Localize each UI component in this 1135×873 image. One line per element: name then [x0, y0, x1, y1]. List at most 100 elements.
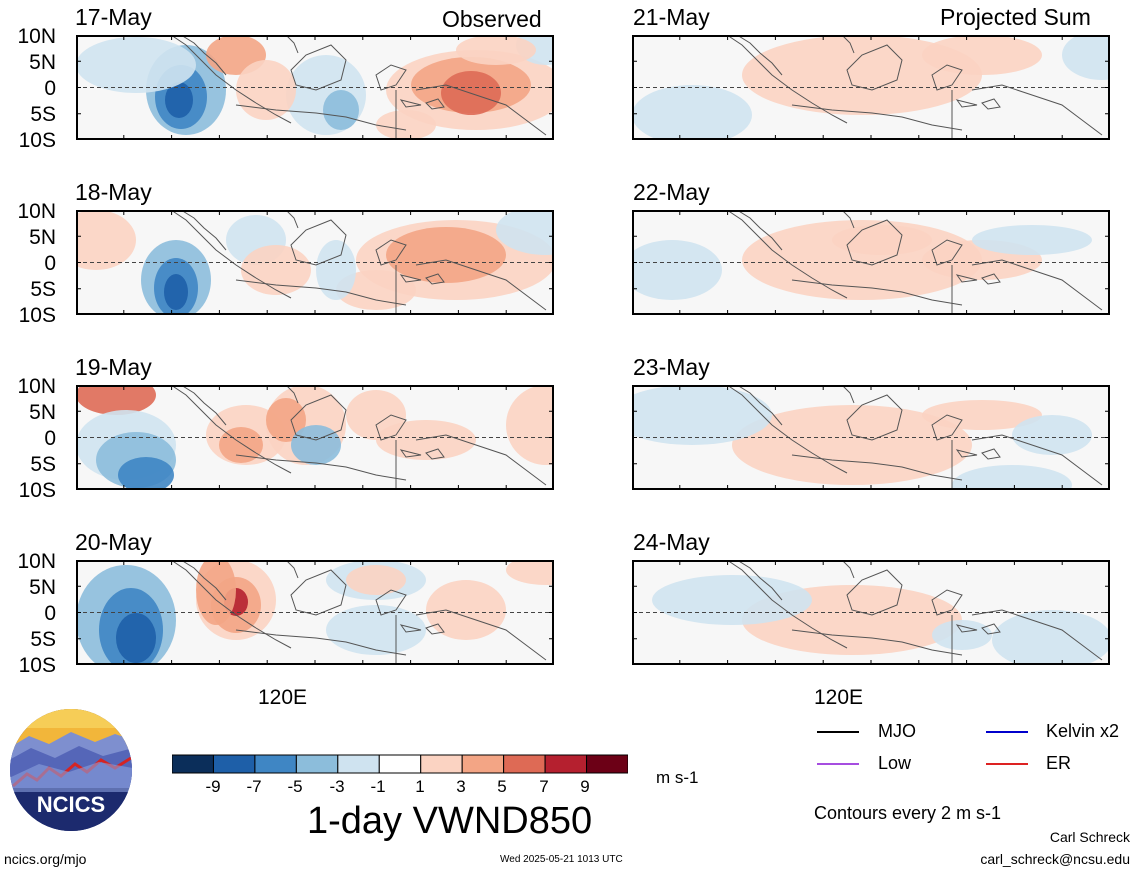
anomaly-shading — [632, 385, 1092, 490]
coastline — [726, 385, 848, 474]
coastline — [399, 274, 422, 283]
anomaly-contour — [632, 385, 772, 445]
colorbar-swatch — [378, 754, 422, 774]
coastline — [981, 448, 1001, 460]
coastline — [180, 210, 227, 251]
anomaly-contour — [291, 425, 341, 465]
coastline — [285, 385, 299, 404]
coastline — [955, 274, 978, 283]
anomaly-contour — [922, 35, 1042, 75]
colorbar-swatch — [172, 754, 214, 774]
coastline — [425, 98, 445, 110]
coastline — [791, 104, 963, 131]
coastline — [399, 449, 422, 458]
anomaly-contour — [164, 274, 188, 310]
coastline — [846, 44, 903, 91]
colorbar-swatch — [586, 754, 628, 774]
lon-label: 120E — [814, 686, 864, 709]
anomaly-contour — [992, 610, 1110, 665]
coastline — [170, 210, 292, 299]
anomaly-contour — [118, 457, 174, 490]
lat-label: 10S — [18, 129, 56, 152]
map-panel — [632, 35, 1110, 140]
coastline — [726, 210, 848, 299]
coastline — [791, 629, 963, 656]
coastline — [290, 44, 347, 91]
lat-label: 10S — [18, 479, 56, 502]
panel-date-label: 21-May — [633, 4, 710, 30]
coastline — [180, 560, 227, 601]
anomaly-contour — [323, 90, 359, 130]
colorbar-label: -1 — [370, 777, 386, 796]
lat-label: 5N — [29, 401, 56, 424]
coastline — [180, 385, 227, 426]
lat-label: 10N — [17, 200, 56, 223]
legend-line-er — [986, 763, 1028, 765]
coastline — [235, 454, 407, 481]
lat-label: 0 — [44, 602, 56, 625]
ticks — [632, 35, 1110, 140]
coastline — [955, 99, 978, 108]
lat-label: 5S — [30, 278, 56, 301]
coastline — [841, 560, 855, 579]
footer-url[interactable]: ncics.org/mjo — [4, 851, 87, 867]
colorbar — [172, 754, 628, 774]
coastline — [399, 624, 422, 633]
anomaly-contour — [196, 560, 236, 625]
coastline — [425, 273, 445, 285]
ticks — [76, 35, 554, 140]
lat-label: 0 — [44, 427, 56, 450]
ncics-logo: NCICS — [10, 709, 132, 831]
colorbar-label: 1 — [415, 777, 425, 796]
panel-date-label: 18-May — [75, 179, 152, 205]
logo-text: NCICS — [37, 792, 105, 817]
coastline — [235, 104, 407, 131]
coastline — [841, 210, 855, 229]
anomaly-contour — [376, 110, 436, 140]
anomaly-contour — [116, 613, 156, 663]
coastline — [981, 273, 1001, 285]
coastline — [170, 35, 292, 124]
lat-label: 0 — [44, 252, 56, 275]
anomaly-shading — [76, 560, 554, 665]
coastline — [415, 434, 547, 486]
coastline — [841, 385, 855, 404]
anomaly-contour — [652, 575, 812, 625]
legend-label-mjo: MJO — [878, 721, 916, 741]
colorbar-units: m s-1 — [656, 768, 699, 787]
coastlines — [170, 35, 547, 136]
colorbar-swatch — [544, 754, 588, 774]
map-panel — [632, 560, 1110, 665]
coastline — [285, 35, 299, 54]
ticks — [76, 210, 554, 315]
anomaly-contour — [76, 210, 136, 270]
colorbar-swatch — [295, 754, 339, 774]
colorbar-label: 5 — [497, 777, 507, 796]
coastline — [285, 210, 299, 229]
anomaly-contour — [506, 385, 554, 465]
anomaly-contour — [972, 225, 1092, 255]
coastline — [235, 279, 407, 306]
panel-date-label: 19-May — [75, 354, 152, 380]
colorbar-swatch — [212, 754, 256, 774]
panel-date-label: 23-May — [633, 354, 710, 380]
coastline — [736, 35, 783, 76]
colorbar-swatch — [337, 754, 380, 774]
coastline — [285, 560, 299, 579]
coastline — [841, 35, 855, 54]
observed-header: Observed — [442, 6, 542, 32]
anomaly-contour — [952, 465, 1072, 490]
lat-label: 5N — [29, 226, 56, 249]
legend-line-kelvin — [986, 731, 1028, 733]
colorbar-label: 7 — [539, 777, 549, 796]
coastline — [425, 448, 445, 460]
coastline — [415, 609, 547, 661]
lat-label: 5N — [29, 576, 56, 599]
coastline — [736, 210, 783, 251]
footer-email[interactable]: carl_schreck@ncsu.edu — [980, 851, 1130, 867]
anomaly-contour — [632, 240, 722, 300]
coastline — [425, 623, 445, 635]
coastline — [235, 629, 407, 656]
coastline — [791, 454, 963, 481]
ticks — [632, 560, 1110, 665]
